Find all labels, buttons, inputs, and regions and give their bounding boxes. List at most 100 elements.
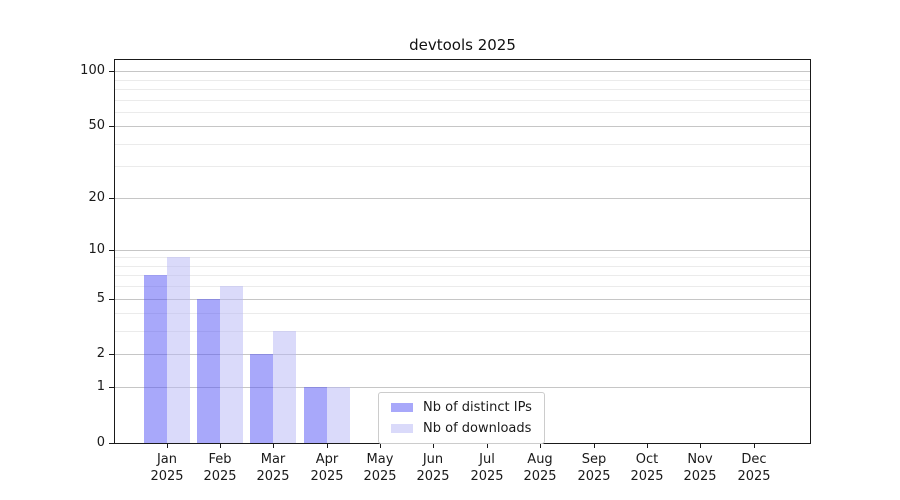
x-tick-label-dec: Dec 2025 (712, 451, 796, 485)
x-tick-mark (433, 444, 434, 448)
gridline-minor (115, 100, 810, 101)
x-tick-label-may: May 2025 (338, 451, 422, 485)
x-tick-year: 2025 (363, 469, 397, 484)
bar-distinct-ips-feb (197, 299, 220, 443)
x-tick-month: Feb (208, 452, 232, 467)
bar-downloads-feb (220, 286, 243, 443)
x-tick-mark (380, 444, 381, 448)
gridline-minor (115, 313, 810, 314)
legend-item-downloads: Nb of downloads (391, 420, 532, 437)
x-tick-year: 2025 (523, 469, 557, 484)
x-tick-month: Jul (479, 452, 495, 467)
x-tick-year: 2025 (683, 469, 717, 484)
y-tick-mark (109, 198, 114, 199)
plot-area (114, 59, 811, 444)
x-tick-year: 2025 (470, 469, 504, 484)
gridline-minor (115, 112, 810, 113)
x-tick-mark (487, 444, 488, 448)
gridline-major (115, 354, 810, 355)
x-tick-year: 2025 (737, 469, 771, 484)
y-tick-label: 5 (96, 291, 105, 306)
gridline-major (115, 126, 810, 127)
y-tick-mark (109, 354, 114, 355)
bar-downloads-jan (167, 257, 190, 443)
legend-item-distinct-ips: Nb of distinct IPs (391, 399, 532, 416)
x-tick-label-sep: Sep 2025 (552, 451, 636, 485)
gridline-major (115, 71, 810, 72)
gridline-major (115, 387, 810, 388)
x-tick-label-aug: Aug 2025 (498, 451, 582, 485)
gridline-major (115, 250, 810, 251)
x-tick-month: Aug (527, 452, 553, 467)
x-tick-mark (540, 444, 541, 448)
x-tick-mark (594, 444, 595, 448)
x-tick-year: 2025 (416, 469, 450, 484)
bar-distinct-ips-jan (144, 275, 167, 443)
x-tick-label-jun: Jun 2025 (391, 451, 475, 485)
gridline-major (115, 299, 810, 300)
x-tick-label-apr: Apr 2025 (285, 451, 369, 485)
x-tick-month: Oct (635, 452, 659, 467)
legend: Nb of distinct IPs Nb of downloads (378, 392, 545, 444)
y-tick-label: 100 (80, 63, 105, 78)
legend-swatch-distinct-ips (391, 403, 413, 412)
y-tick-mark (109, 299, 114, 300)
x-tick-mark (754, 444, 755, 448)
gridline-major (115, 198, 810, 199)
legend-label-downloads: Nb of downloads (423, 421, 532, 436)
x-tick-month: Mar (260, 452, 286, 467)
x-tick-month: Apr (315, 452, 339, 467)
x-tick-year: 2025 (203, 469, 237, 484)
gridline-minor (115, 144, 810, 145)
y-tick-label: 20 (88, 190, 105, 205)
gridline-minor (115, 266, 810, 267)
y-tick-mark (109, 443, 114, 444)
x-tick-label-nov: Nov 2025 (658, 451, 742, 485)
x-tick-mark (327, 444, 328, 448)
y-tick-mark (109, 387, 114, 388)
x-tick-year: 2025 (577, 469, 611, 484)
bar-downloads-mar (273, 331, 296, 443)
x-tick-year: 2025 (630, 469, 664, 484)
x-tick-month: May (366, 452, 394, 467)
x-tick-label-feb: Feb 2025 (178, 451, 262, 485)
x-tick-month: Jun (422, 452, 444, 467)
y-tick-label: 1 (96, 379, 105, 394)
x-tick-month: Nov (687, 452, 713, 467)
bar-distinct-ips-apr (304, 387, 327, 443)
x-tick-month: Sep (581, 452, 607, 467)
bar-downloads-apr (327, 387, 350, 443)
y-tick-mark (109, 126, 114, 127)
x-tick-mark (273, 444, 274, 448)
x-tick-label-jul: Jul 2025 (445, 451, 529, 485)
legend-label-distinct-ips: Nb of distinct IPs (423, 400, 532, 415)
x-tick-label-oct: Oct 2025 (605, 451, 689, 485)
y-tick-mark (109, 250, 114, 251)
x-tick-mark (647, 444, 648, 448)
gridline-minor (115, 331, 810, 332)
y-tick-label: 50 (88, 118, 105, 133)
x-tick-label-jan: Jan 2025 (125, 451, 209, 485)
chart-title: devtools 2025 (409, 36, 516, 54)
x-tick-year: 2025 (256, 469, 290, 484)
x-tick-month: Dec (741, 452, 767, 467)
gridline-minor (115, 89, 810, 90)
y-tick-label: 2 (96, 346, 105, 361)
gridline-minor (115, 257, 810, 258)
x-tick-label-mar: Mar 2025 (231, 451, 315, 485)
x-tick-mark (167, 444, 168, 448)
bar-distinct-ips-mar (250, 354, 273, 443)
x-tick-mark (220, 444, 221, 448)
y-tick-label: 0 (96, 435, 105, 450)
gridline-minor (115, 80, 810, 81)
gridline-minor (115, 286, 810, 287)
legend-swatch-downloads (391, 424, 413, 433)
y-tick-mark (109, 71, 114, 72)
x-tick-mark (700, 444, 701, 448)
y-tick-label: 10 (88, 242, 105, 257)
x-tick-year: 2025 (310, 469, 344, 484)
gridline-minor (115, 275, 810, 276)
gridline-minor (115, 166, 810, 167)
x-tick-year: 2025 (150, 469, 184, 484)
